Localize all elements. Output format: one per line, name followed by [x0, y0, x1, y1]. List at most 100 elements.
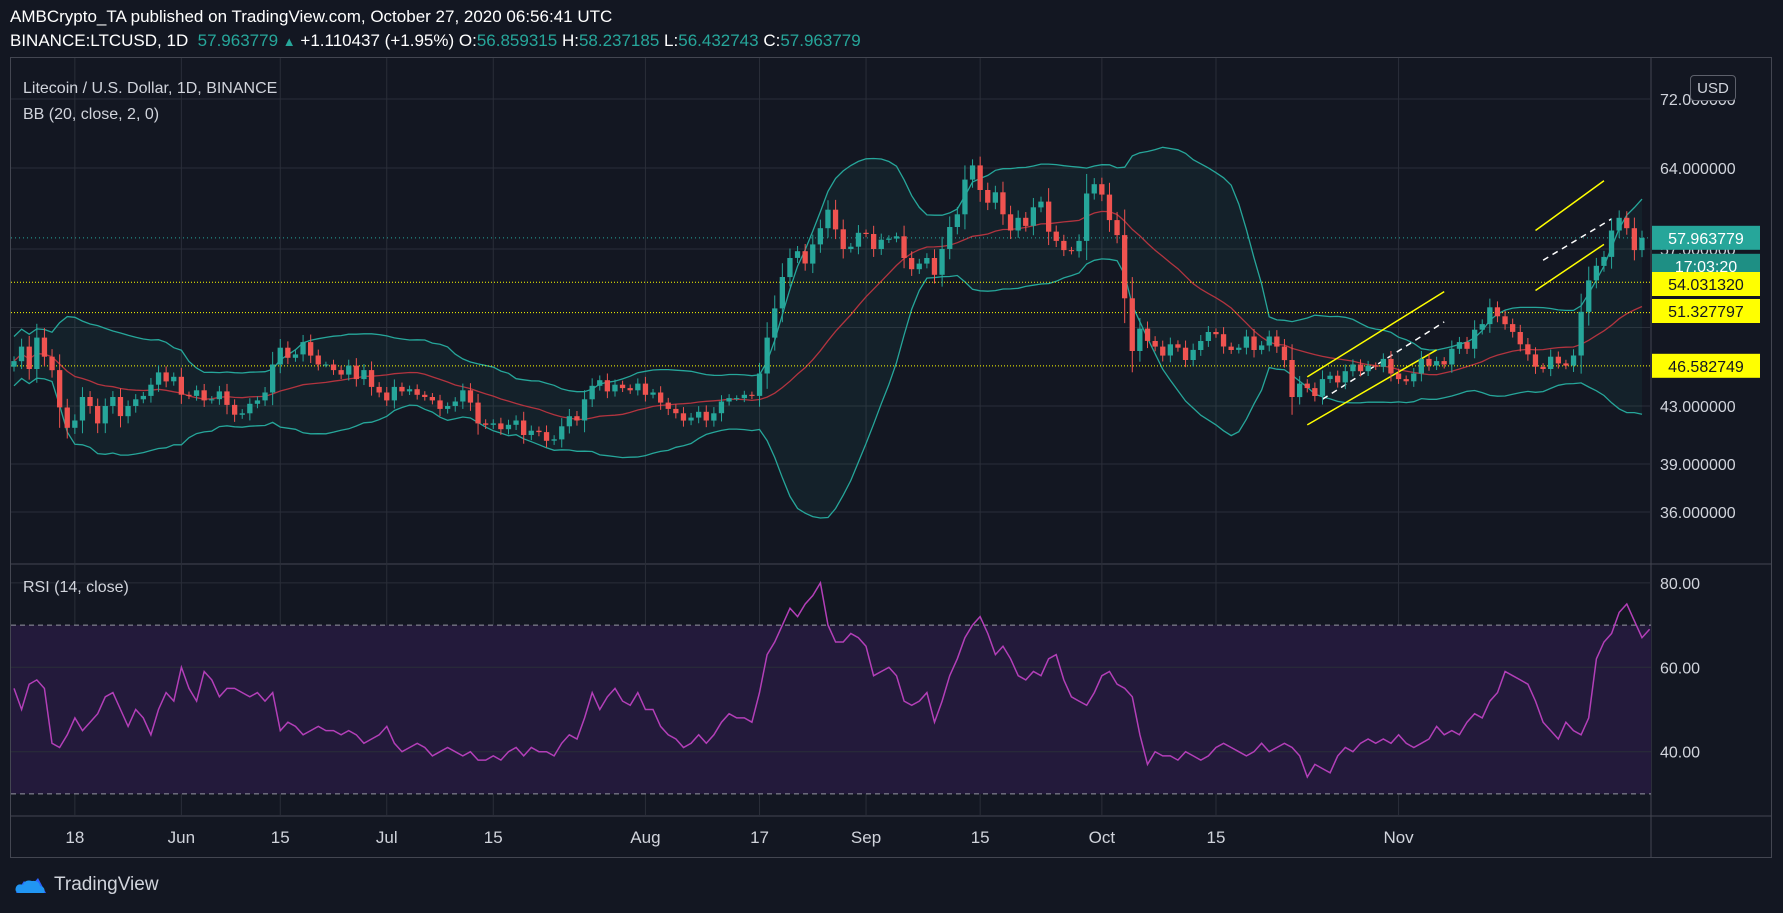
candle-body — [1266, 336, 1272, 346]
candle-body — [627, 388, 633, 391]
price-label-bg — [1652, 353, 1760, 378]
up-arrow-icon: ▲ — [282, 34, 296, 49]
currency-button[interactable]: USD — [1690, 75, 1736, 101]
candle-body — [1472, 329, 1478, 349]
channel2-upper-line — [1535, 180, 1605, 232]
candle-body — [749, 394, 755, 396]
candle-body — [635, 383, 641, 391]
symbol-name[interactable]: BINANCE:LTCUSD, 1D — [10, 31, 189, 50]
candle-body — [117, 397, 124, 417]
candle-body — [1624, 217, 1630, 229]
candle-body — [734, 398, 740, 400]
candle-body — [452, 401, 458, 406]
candle-body — [802, 251, 808, 264]
candle-body — [110, 397, 116, 406]
candle-body — [72, 420, 78, 428]
candle-body — [95, 406, 101, 424]
candle-body — [901, 236, 907, 258]
candle-body — [1510, 324, 1516, 332]
price-label: 54.031320 — [1668, 277, 1744, 294]
channel2-lower-line — [1535, 243, 1605, 292]
price-label: 46.582749 — [1668, 359, 1744, 376]
candle-body — [1000, 192, 1006, 215]
candle-body — [642, 383, 649, 395]
candle-body — [985, 190, 991, 203]
candle-body — [475, 402, 481, 424]
candle-body — [688, 417, 694, 421]
candle-body — [1030, 207, 1036, 226]
bb-basis-line — [13, 210, 1643, 421]
candle-body — [1449, 348, 1455, 365]
candle-body — [779, 277, 785, 309]
candle-body — [1137, 328, 1143, 351]
candle-body — [871, 234, 877, 249]
tradingview-cloud-icon — [15, 878, 46, 893]
candle-body — [79, 397, 86, 421]
candle-body — [939, 249, 945, 275]
candle-body — [64, 407, 70, 428]
bb-legend[interactable]: BB (20, close, 2, 0) — [23, 106, 160, 123]
candle-body — [1517, 332, 1523, 345]
channel-upper-line — [1306, 290, 1445, 378]
candle-body — [969, 165, 976, 180]
rsi-legend[interactable]: RSI (14, close) — [23, 579, 129, 596]
candle-body — [1525, 344, 1531, 355]
last-price: 57.963779 — [197, 31, 279, 50]
candle-body — [399, 386, 405, 392]
candle-body — [376, 386, 382, 393]
candle-body — [391, 386, 397, 401]
candle-body — [1319, 379, 1326, 396]
candle-body — [1578, 311, 1584, 356]
candle-body — [1152, 341, 1158, 347]
candle-body — [559, 426, 565, 440]
x-tick-label: Jun — [168, 828, 195, 847]
candle-body — [308, 342, 314, 356]
candle-body — [209, 399, 215, 401]
candle-body — [1479, 324, 1485, 330]
candle-body — [1608, 230, 1615, 257]
x-tick-label: 15 — [484, 828, 503, 847]
candle-body — [787, 258, 793, 278]
candle-body — [285, 347, 291, 358]
candle-body — [1570, 355, 1577, 366]
candle-body — [536, 430, 542, 433]
candle-body — [962, 179, 968, 215]
candle-body — [315, 355, 321, 365]
candle-body — [300, 342, 306, 355]
candle-body — [581, 399, 588, 421]
candle-body — [254, 400, 261, 404]
candle-body — [589, 385, 595, 400]
candle-body — [1160, 346, 1166, 356]
symbol-ohlc-line: BINANCE:LTCUSD, 1D 57.963779 ▲ +1.110437… — [10, 31, 861, 51]
candle-body — [41, 337, 48, 357]
tradingview-logo[interactable]: TradingView — [12, 874, 159, 896]
candle-body — [429, 397, 435, 401]
candle-body — [1259, 345, 1265, 350]
candle-body — [566, 416, 572, 427]
price-label: 57.963779 — [1668, 231, 1744, 248]
candle-body — [1487, 307, 1493, 325]
candle-body — [1144, 328, 1151, 341]
candle-body — [368, 370, 375, 387]
candle-body — [1091, 184, 1097, 194]
candle-body — [947, 227, 953, 249]
candle-body — [406, 389, 413, 392]
candle-body — [1456, 342, 1463, 349]
y-tick-label: 39.000000 — [1660, 457, 1736, 474]
candle-body — [1251, 336, 1257, 350]
candle-body — [1494, 307, 1501, 317]
candle-body — [1076, 240, 1082, 252]
candle-body — [1046, 201, 1052, 232]
candle-body — [1548, 356, 1554, 369]
main-legend[interactable]: Litecoin / U.S. Dollar, 1D, BINANCE — [23, 80, 278, 97]
candle-body — [490, 423, 496, 425]
candle-body — [1540, 366, 1546, 369]
candle-body — [186, 394, 192, 396]
candle-body — [193, 390, 200, 396]
candle-body — [178, 376, 184, 395]
candle-body — [232, 404, 238, 415]
candle-body — [1236, 347, 1242, 350]
candle-body — [483, 423, 489, 425]
candle-body — [711, 413, 717, 421]
